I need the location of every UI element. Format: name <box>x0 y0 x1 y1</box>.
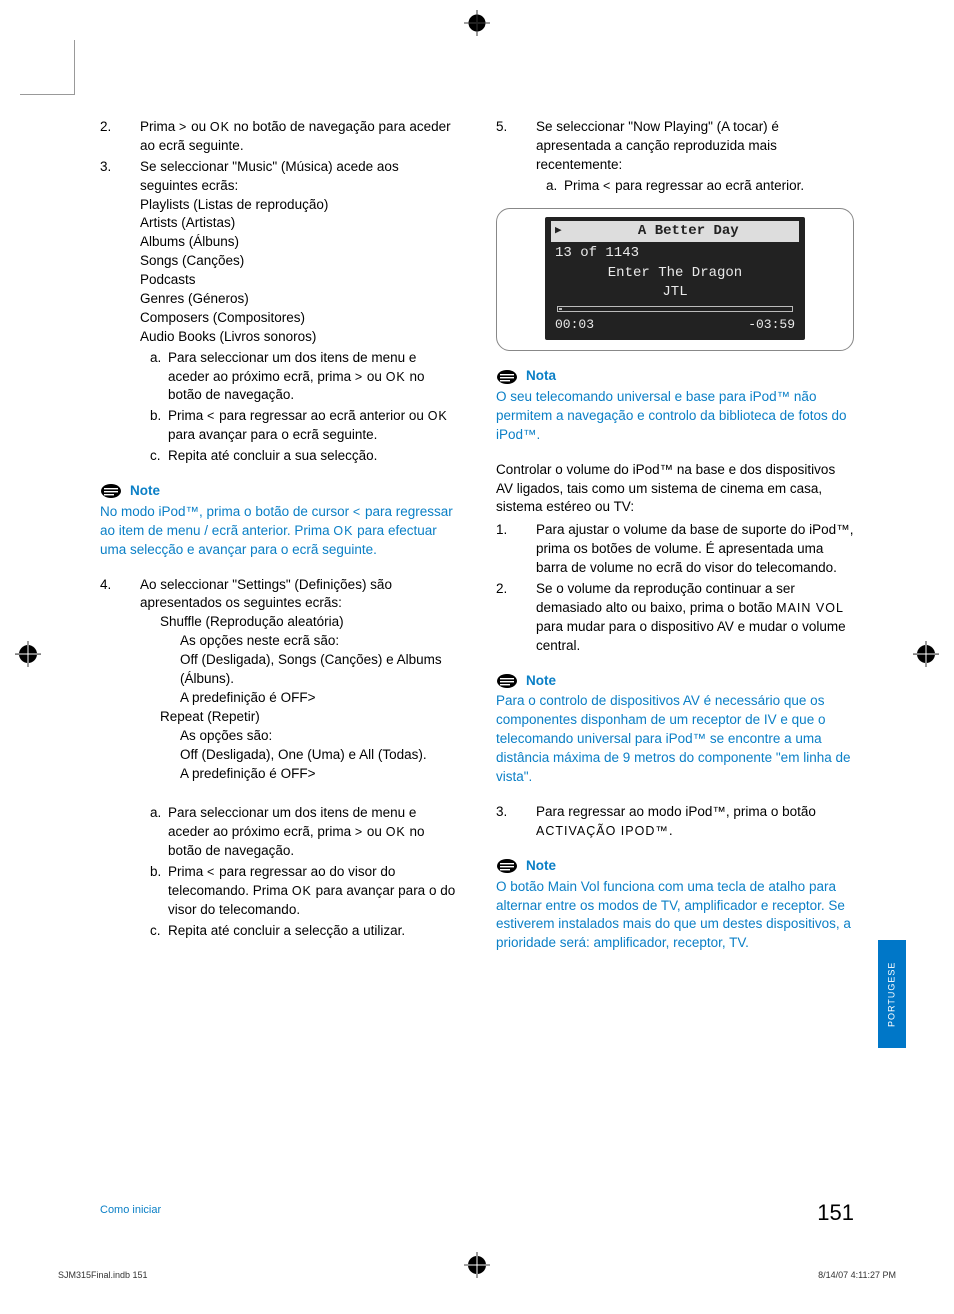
step-4-b: b. Prima < para regressar ao do visor do… <box>140 863 458 920</box>
step-2: 2. Prima > ou OK no botão de navegação p… <box>100 118 458 156</box>
left-column: 2. Prima > ou OK no botão de navegação p… <box>100 118 458 969</box>
note-1: Note No modo iPod™, prima o botão de cur… <box>100 482 458 560</box>
artist-name: JTL <box>551 283 799 303</box>
footer-section-title: Como iniciar <box>100 1203 161 1218</box>
track-position: 13 of 1143 <box>551 244 799 264</box>
registration-mark-bottom <box>464 1252 490 1284</box>
step-3-b: b. Prima < para regressar ao ecrã anteri… <box>140 407 458 445</box>
meta-timestamp: 8/14/07 4:11:27 PM <box>818 1269 896 1282</box>
note-label: Nota <box>526 367 556 386</box>
volume-intro: Controlar o volume do iPod™ na base e do… <box>496 461 854 518</box>
note-body: O seu telecomando universal e base para … <box>496 388 854 445</box>
nota-block: Nota O seu telecomando universal e base … <box>496 367 854 445</box>
note-3: Note O botão Main Vol funciona com uma t… <box>496 857 854 953</box>
step-3-a: a. Para seleccionar um dos itens de menu… <box>140 349 458 406</box>
note-label: Note <box>526 857 556 876</box>
registration-mark-left <box>15 641 41 673</box>
vol-step-3: 3. Para regressar ao modo iPod™, prima o… <box>496 803 854 841</box>
step-5: 5. Se seleccionar "Now Playing" (A tocar… <box>496 118 854 196</box>
note-body: Para o controlo de dispositivos AV é nec… <box>496 692 854 786</box>
note-icon <box>496 673 518 689</box>
progress-bar <box>557 306 793 312</box>
note-icon <box>496 369 518 385</box>
time-elapsed: 00:03 <box>555 316 594 334</box>
step-3-c: c. Repita até concluir a sua selecção. <box>140 447 458 466</box>
note-body: O botão Main Vol funciona com uma tecla … <box>496 878 854 954</box>
note-icon <box>496 858 518 874</box>
step-4: 4. Ao seleccionar "Settings" (Definições… <box>100 576 458 941</box>
registration-mark-top <box>464 10 490 42</box>
step-4-c: c. Repita até concluir a selecção a util… <box>140 922 458 941</box>
page-number: 151 <box>817 1198 854 1229</box>
right-column: 5. Se seleccionar "Now Playing" (A tocar… <box>496 118 854 969</box>
music-screens-list: Playlists (Listas de reprodução) Artists… <box>140 196 458 347</box>
step-4-a: a. Para seleccionar um dos itens de menu… <box>140 804 458 861</box>
meta-filename: SJM315Final.indb 151 <box>58 1269 148 1282</box>
language-tab: PORTUGESE <box>878 940 906 1048</box>
now-playing-title: A Better Day <box>582 222 795 242</box>
step-3: 3. Se seleccionar "Music" (Música) acede… <box>100 158 458 466</box>
play-icon: ▶ <box>555 224 562 239</box>
note-body: No modo iPod™, prima o botão de cursor <… <box>100 503 458 560</box>
note-label: Note <box>526 672 556 691</box>
vol-step-2: 2. Se o volume da reprodução continuar a… <box>496 580 854 656</box>
note-icon <box>100 483 122 499</box>
time-remaining: -03:59 <box>748 316 795 334</box>
album-name: Enter The Dragon <box>551 264 799 284</box>
note-2: Note Para o controlo de dispositivos AV … <box>496 672 854 787</box>
note-label: Note <box>130 482 160 501</box>
ipod-screen: ▶ A Better Day 13 of 1143 Enter The Drag… <box>496 208 854 352</box>
crop-mark-tl <box>20 40 75 95</box>
step-5-a: a. Prima < para regressar ao ecrã anteri… <box>536 177 854 196</box>
vol-step-1: 1. Para ajustar o volume da base de supo… <box>496 521 854 578</box>
registration-mark-right <box>913 641 939 673</box>
page-content: 2. Prima > ou OK no botão de navegação p… <box>100 118 854 969</box>
